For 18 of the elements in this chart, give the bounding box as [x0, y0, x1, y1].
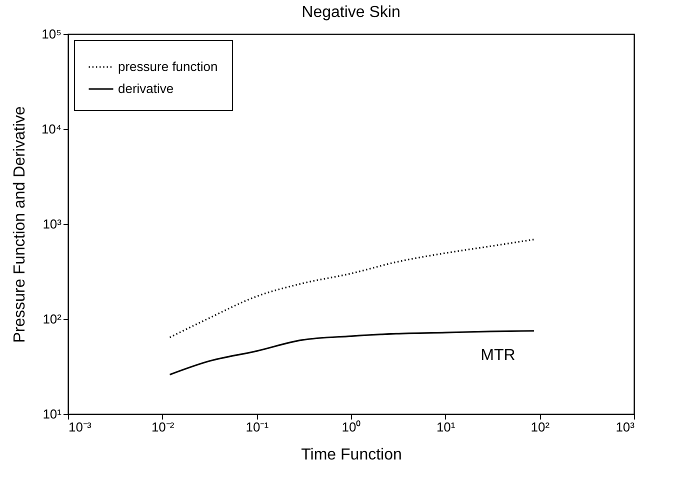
x-tick-label: 10⁻¹	[246, 420, 270, 434]
y-tick-label: 10⁵	[42, 26, 62, 42]
y-tick-label: 10²	[42, 312, 62, 326]
x-tick-label: 10⁻²	[151, 420, 175, 434]
x-tick-label: 10⁻³	[68, 420, 92, 434]
y-tick-label: 10⁴	[41, 122, 62, 136]
legend-label: derivative	[118, 81, 174, 96]
x-axis-title: Time Function	[301, 446, 402, 464]
legend-label: pressure function	[118, 59, 218, 74]
x-tick-label: 10³	[616, 420, 636, 434]
y-tick-label: 10¹	[42, 406, 62, 422]
chart-title: Negative Skin	[302, 4, 400, 21]
annotation: MTR	[480, 346, 516, 364]
y-axis-title: Pressure Function and Derivative	[11, 106, 28, 343]
x-tick-label: 10⁰	[342, 420, 362, 434]
y-tick-label: 10³	[42, 216, 62, 232]
x-tick-label: 10¹	[436, 420, 456, 434]
x-tick-label: 10²	[530, 420, 550, 434]
